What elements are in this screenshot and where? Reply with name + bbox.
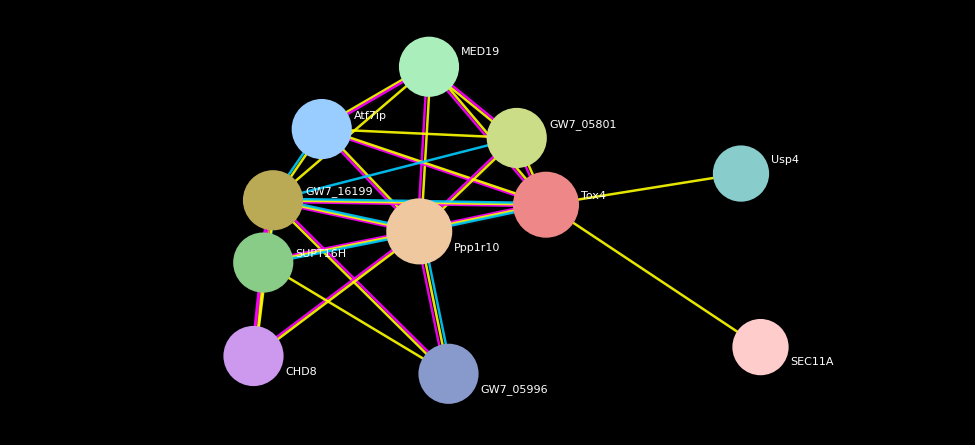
Text: Usp4: Usp4 — [771, 155, 799, 165]
Ellipse shape — [234, 233, 292, 292]
Text: SEC11A: SEC11A — [791, 357, 835, 367]
Ellipse shape — [714, 146, 768, 201]
Ellipse shape — [387, 199, 451, 263]
Ellipse shape — [488, 109, 546, 167]
Ellipse shape — [224, 327, 283, 385]
Text: Atf7ip: Atf7ip — [354, 111, 387, 121]
Ellipse shape — [733, 320, 788, 374]
Text: GW7_05996: GW7_05996 — [481, 384, 548, 395]
Text: Tox4: Tox4 — [581, 191, 606, 201]
Text: CHD8: CHD8 — [286, 367, 318, 377]
Ellipse shape — [419, 344, 478, 403]
Text: Ppp1r10: Ppp1r10 — [454, 243, 501, 253]
Ellipse shape — [244, 171, 302, 230]
Ellipse shape — [400, 37, 458, 96]
Ellipse shape — [514, 173, 578, 237]
Text: GW7_16199: GW7_16199 — [305, 186, 372, 197]
Text: MED19: MED19 — [461, 47, 500, 57]
Text: SUPT16H: SUPT16H — [295, 249, 346, 259]
Ellipse shape — [292, 100, 351, 158]
Text: GW7_05801: GW7_05801 — [549, 119, 616, 130]
